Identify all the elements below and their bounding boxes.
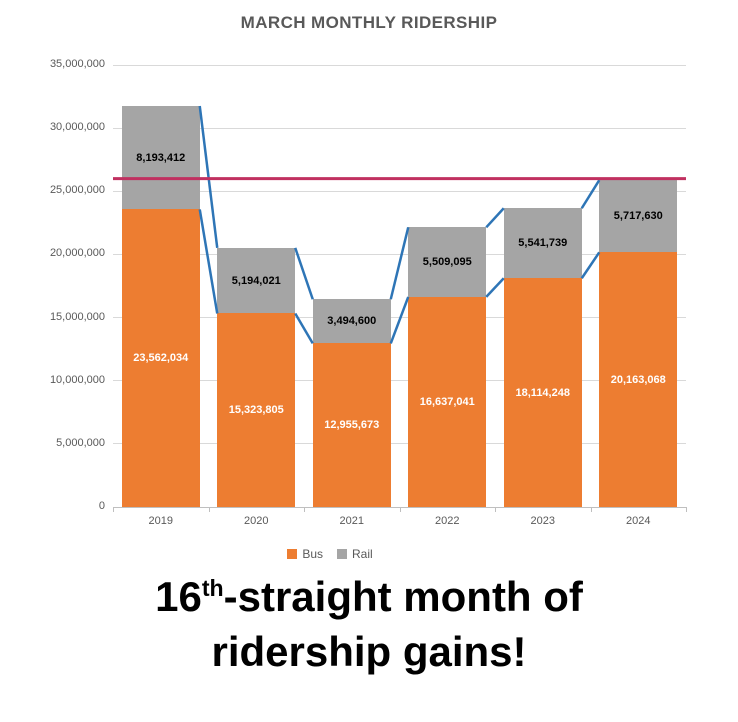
bus-value-label: 12,955,673	[324, 419, 380, 432]
rail-segment: 5,194,021	[217, 247, 296, 314]
legend-label-rail: Rail	[352, 547, 373, 561]
gridline	[113, 380, 686, 382]
gridline	[113, 127, 686, 129]
total-series-line	[294, 247, 314, 300]
chart-title: MARCH MONTHLY RIDERSHIP	[240, 13, 498, 32]
headline-line2: ridership gains!	[211, 627, 527, 675]
gridline	[113, 443, 686, 445]
x-tick-label: 2020	[244, 515, 269, 527]
x-tick-mark	[686, 507, 687, 512]
rail-value-label: 3,494,600	[327, 315, 377, 328]
bus-series-line	[580, 251, 601, 279]
bus-segment: 15,323,805	[217, 313, 296, 507]
headline-number: 16	[155, 573, 202, 620]
headline-ordinal: th	[201, 575, 224, 601]
bus-series-line	[389, 296, 410, 344]
bus-segment: 23,562,034	[121, 209, 200, 507]
x-tick-mark	[304, 507, 305, 512]
headline: 16th-straight month of ridership gains!	[0, 570, 738, 679]
y-tick-label: 10,000,000	[49, 373, 105, 386]
legend-item-bus: Bus	[287, 547, 323, 561]
total-series-line	[485, 207, 505, 229]
rail-segment: 8,193,412	[121, 105, 200, 210]
bus-value-label: 23,562,034	[133, 352, 189, 365]
bus-segment: 18,114,248	[503, 278, 582, 507]
y-tick-label: 25,000,000	[49, 184, 105, 197]
legend: Bus Rail	[0, 547, 699, 561]
x-tick-mark	[399, 507, 401, 512]
x-tick-label: 2022	[435, 515, 460, 527]
gridline	[113, 190, 686, 192]
bus-value-label: 15,323,805	[228, 404, 284, 417]
bus-value-label: 16,637,041	[419, 395, 475, 408]
y-tick-label: 30,000,000	[49, 121, 105, 134]
rail-swatch-icon	[337, 549, 347, 559]
bus-segment: 20,163,068	[599, 252, 678, 507]
rail-segment: 3,494,600	[312, 299, 391, 344]
rail-segment: 5,509,095	[408, 227, 487, 297]
x-tick-mark	[495, 507, 496, 512]
x-tick-mark	[590, 507, 592, 512]
x-tick-label: 2024	[626, 515, 651, 527]
total-series-line	[389, 227, 410, 300]
rail-value-label: 8,193,412	[136, 151, 186, 164]
rail-value-label: 5,541,739	[518, 237, 568, 250]
rail-value-label: 5,509,095	[422, 256, 472, 269]
y-tick-label: 20,000,000	[49, 247, 105, 260]
bus-segment: 12,955,673	[312, 343, 391, 507]
x-tick-label: 2021	[339, 515, 364, 527]
y-tick-label: 35,000,000	[49, 58, 105, 70]
gridline	[113, 64, 686, 66]
x-tick-label: 2019	[148, 515, 173, 527]
total-series-line	[580, 179, 601, 209]
bus-series-line	[198, 209, 219, 314]
headline-line1: 16th-straight month of	[0, 570, 738, 625]
bus-value-label: 20,163,068	[610, 373, 666, 386]
y-tick-label: 15,000,000	[49, 310, 105, 323]
x-tick-label: 2023	[530, 515, 555, 527]
legend-item-rail: Rail	[337, 547, 373, 561]
x-tick-mark	[208, 507, 210, 512]
rail-value-label: 5,717,630	[613, 210, 663, 223]
bus-swatch-icon	[287, 549, 298, 559]
y-tick-label: 5,000,000	[56, 436, 105, 449]
bus-value-label: 18,114,248	[515, 386, 570, 399]
rail-segment: 5,541,739	[503, 208, 582, 279]
rail-segment: 5,717,630	[599, 180, 678, 253]
legend-label-bus: Bus	[302, 547, 323, 561]
bus-series-line	[485, 277, 505, 298]
x-tick-mark	[113, 507, 114, 512]
bus-segment: 16,637,041	[408, 296, 487, 507]
headline-line1-rest: -straight month of	[223, 573, 583, 620]
rail-value-label: 5,194,021	[231, 274, 281, 287]
y-tick-label: 0	[98, 500, 105, 512]
